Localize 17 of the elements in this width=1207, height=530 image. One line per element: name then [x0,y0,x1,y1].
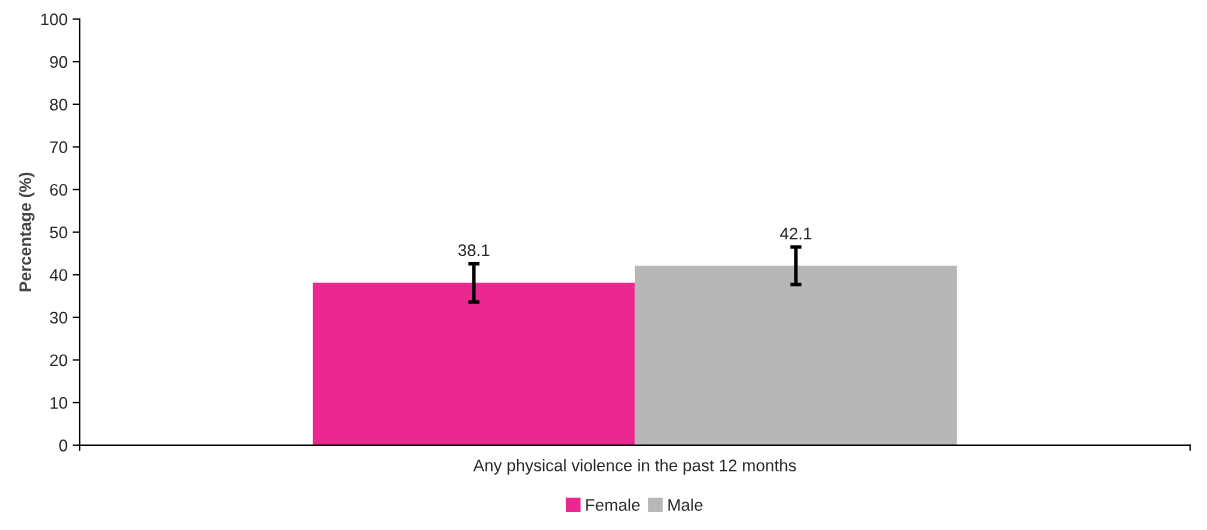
data-label: 38.1 [458,244,490,257]
x-tick-label: Any physical violence in the past 12 months [473,459,796,475]
y-tick-label: 100 [41,13,68,26]
y-axis-title: Percentage (%) [18,172,35,292]
legend-label: Female [586,498,640,511]
y-tick-label: 80 [50,98,68,111]
y-tick-label: 40 [49,269,68,281]
legend-label: Male [668,498,703,511]
y-tick-label: 20 [50,354,68,367]
y-tick-label: 0 [59,439,68,452]
y-tick-label: 60 [50,183,68,196]
y-tick-label: 90 [50,56,68,68]
data-label: 42.1 [780,227,812,240]
y-tick-label: 10 [50,396,68,409]
y-tick-label: 70 [50,141,68,154]
y-tick-label: 30 [49,311,68,324]
y-tick-label: 50 [49,226,68,239]
